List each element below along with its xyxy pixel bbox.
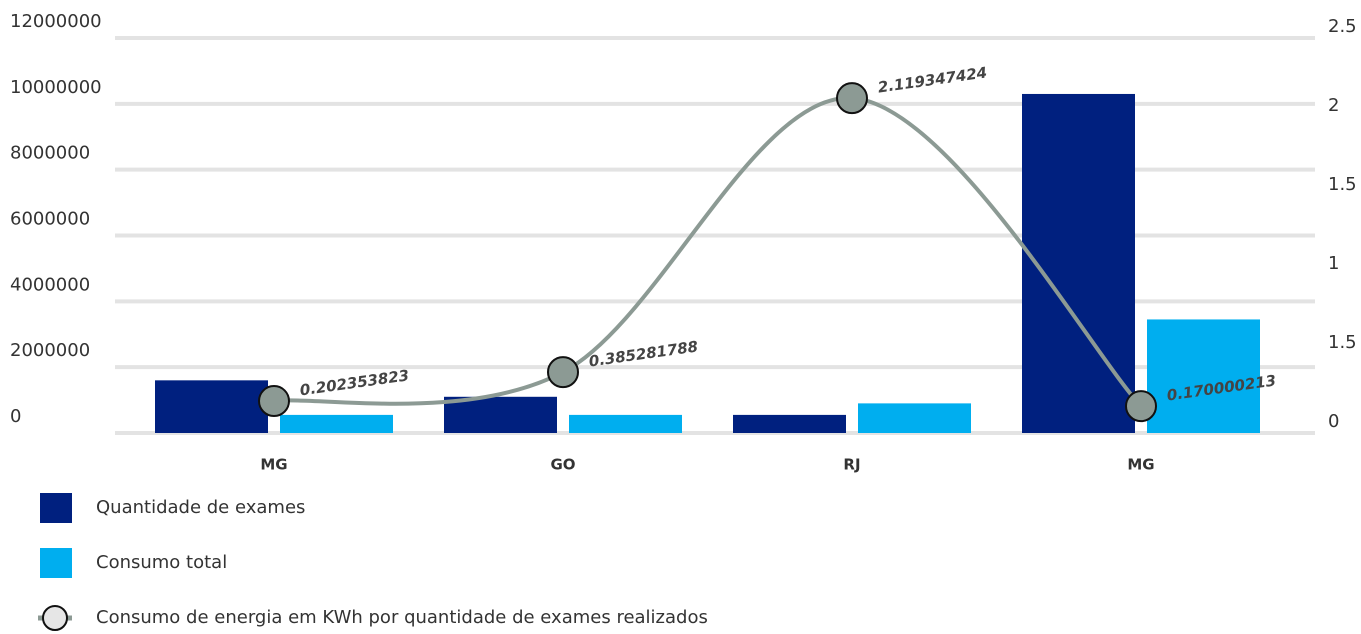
line-marker [547, 356, 579, 389]
bar [444, 396, 557, 433]
x-tick-label: RJ [843, 456, 860, 474]
y2-tick-label: 0 [1328, 411, 1339, 432]
y2-tick-label: 1 [1328, 253, 1339, 274]
y-tick-label: 12000000 [10, 11, 102, 32]
line-marker [836, 82, 868, 115]
legend-swatch-marker [42, 605, 68, 631]
line-marker [258, 385, 290, 418]
bar [733, 414, 846, 433]
data-label: 2.119347424 [877, 63, 989, 96]
legend-label: Quantidade de exames [96, 497, 305, 518]
legend-label: Consumo total [96, 552, 227, 573]
x-tick-label: MG [260, 456, 287, 474]
legend-swatch [40, 548, 72, 578]
line [273, 96, 1143, 408]
bar [1147, 319, 1260, 433]
legend-swatch [40, 493, 72, 523]
legend-label: Consumo de energia em KWh por quantidade… [96, 607, 708, 628]
y-tick-label: 8000000 [10, 143, 90, 164]
y-tick-label: 6000000 [10, 209, 90, 230]
x-tick-label: MG [1127, 456, 1154, 474]
y2-tick-label: 2.5 [1328, 16, 1357, 37]
y-tick-label: 0 [10, 406, 21, 427]
y-tick-label: 10000000 [10, 77, 102, 98]
y2-tick-label: 1.5 [1328, 174, 1357, 195]
y2-tick-label: 2 [1328, 95, 1339, 116]
line-marker [1125, 390, 1157, 423]
y-tick-label: 4000000 [10, 274, 90, 295]
x-tick-label: GO [550, 456, 575, 474]
bar [858, 403, 971, 433]
data-label: 0.202353823 [299, 366, 411, 399]
bar [1022, 93, 1135, 433]
y2-tick-label: 1.5 [1328, 332, 1357, 353]
y-tick-label: 2000000 [10, 340, 90, 361]
bar [155, 380, 268, 433]
bar [569, 414, 682, 433]
bar [280, 414, 393, 433]
